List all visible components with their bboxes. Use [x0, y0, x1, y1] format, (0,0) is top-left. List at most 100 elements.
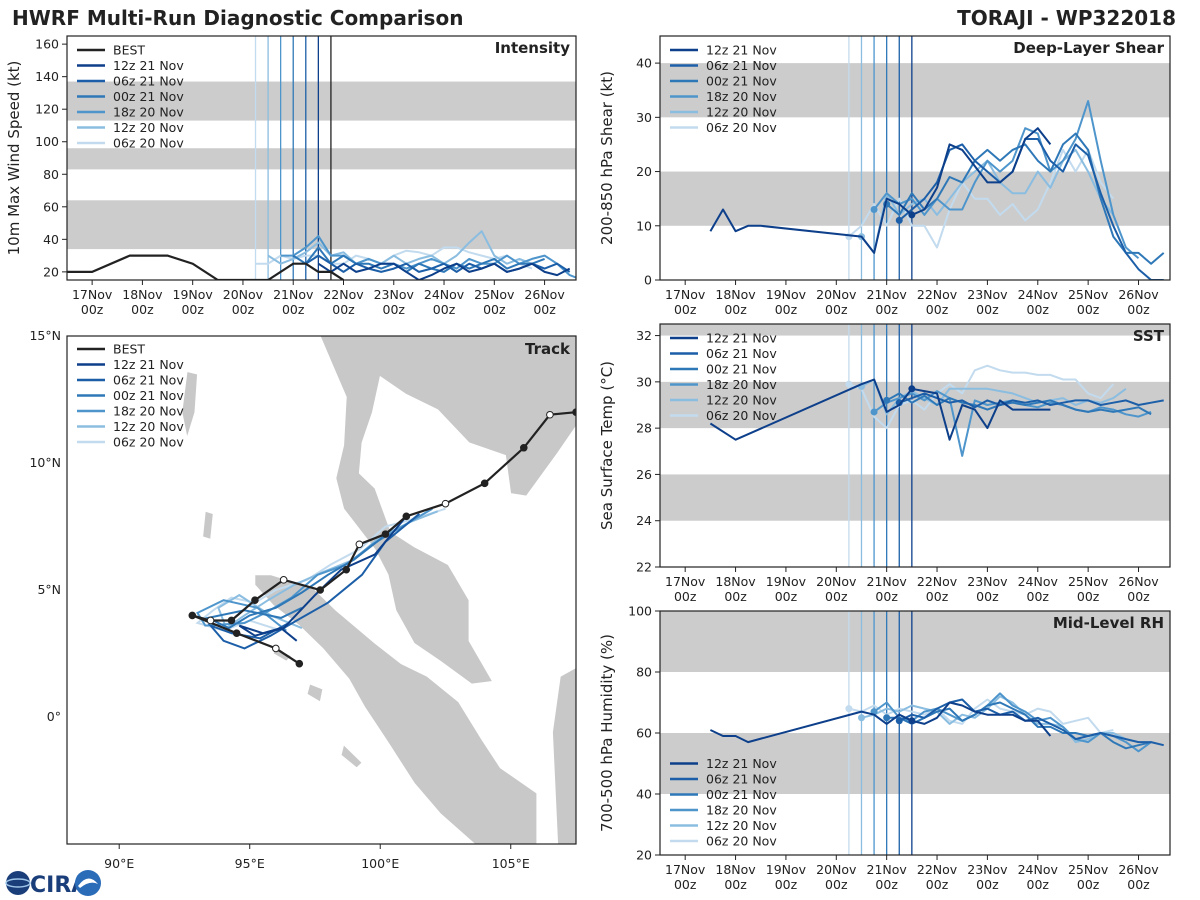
x-tick-day: 21Nov [273, 287, 314, 302]
x-tick-hour: 00z [1027, 589, 1050, 604]
x-tick-hour: 00z [674, 589, 697, 604]
shaded-band [67, 81, 576, 121]
x-tick-day: 23Nov [967, 287, 1008, 302]
plot-frame [66, 35, 577, 281]
init-marker [883, 714, 891, 722]
y-tick-label: 60 [43, 199, 59, 214]
x-tick-hour: 00z [131, 302, 154, 317]
legend-label: 18z 20 Nov [113, 105, 184, 120]
x-tick-day: 20Nov [816, 862, 857, 877]
y-tick-label: 28 [636, 421, 652, 436]
legend-label: 12z 21 Nov [113, 58, 184, 73]
lat-tick-label: 5°N [37, 582, 61, 597]
series-line-00z-21-nov [292, 246, 545, 273]
series-line-00z-21-nov [886, 392, 1152, 416]
legend-label: 06z 20 Nov [706, 408, 777, 423]
x-tick-day: 18Nov [715, 287, 756, 302]
x-tick-hour: 00z [674, 302, 697, 317]
best-track-line [191, 411, 576, 665]
x-tick-day: 25Nov [1068, 287, 1109, 302]
y-axis-label: Sea Surface Temp (°C) [598, 361, 616, 530]
x-tick-day: 18Nov [715, 574, 756, 589]
init-marker [895, 717, 903, 725]
x-tick-day: 26Nov [1118, 574, 1159, 589]
x-tick-hour: 00z [1127, 877, 1150, 892]
y-tick-label: 24 [636, 513, 652, 528]
lon-tick-label: 95°E [235, 856, 265, 871]
land-mass [340, 744, 363, 769]
panel-shear: 01020304017Nov00z18Nov00z19Nov00z20Nov00… [598, 35, 1171, 317]
legend-label: 18z 20 Nov [706, 89, 777, 104]
plot-area [660, 36, 1170, 280]
panel-title: Track [525, 340, 571, 358]
y-tick-label: 40 [43, 232, 59, 247]
init-marker [908, 385, 916, 393]
legend-label: 06z 20 Nov [706, 120, 777, 135]
legend-label: 12z 21 Nov [706, 756, 777, 771]
cira-logo: CIRA [5, 870, 101, 898]
legend-label: 06z 21 Nov [113, 74, 184, 89]
x-tick-day: 20Nov [223, 287, 264, 302]
legend-label: BEST [113, 342, 145, 357]
series-line-12z-21-nov [709, 378, 1051, 441]
series-line-12z-20-nov [861, 378, 1127, 416]
legend-label: 12z 20 Nov [113, 120, 184, 135]
plot-area [67, 36, 576, 280]
legend-label: 00z 21 Nov [113, 388, 184, 403]
series-line-06z-20-nov [848, 148, 1115, 249]
x-tick-hour: 00z [724, 302, 747, 317]
x-tick-hour: 00z [181, 302, 204, 317]
panel-intensity: 2040608010012014016017Nov00z18Nov00z19No… [5, 35, 577, 317]
panel-rh: 2040608010017Nov00z18Nov00z19Nov00z20Nov… [598, 604, 1171, 892]
x-tick-hour: 00z [724, 877, 747, 892]
lon-tick-label: 105°E [492, 856, 530, 871]
x-tick-hour: 00z [825, 589, 848, 604]
x-tick-day: 24Nov [1018, 574, 1059, 589]
x-tick-hour: 00z [533, 302, 556, 317]
y-axis-label: 700-500 hPa Humidity (%) [598, 634, 616, 832]
x-tick-day: 23Nov [967, 862, 1008, 877]
x-tick-hour: 00z [282, 302, 305, 317]
map-area [181, 336, 576, 844]
legend-label: 06z 21 Nov [706, 58, 777, 73]
series-line-12z-21-nov [709, 701, 1052, 744]
init-marker [895, 399, 903, 407]
x-tick-hour: 00z [1127, 589, 1150, 604]
best-track-point [355, 540, 364, 549]
y-tick-label: 0 [644, 273, 652, 288]
y-tick-label: 40 [636, 56, 652, 71]
x-tick-day: 23Nov [374, 287, 415, 302]
best-track-point [342, 565, 351, 574]
x-tick-hour: 00z [926, 877, 949, 892]
legend-label: 12z 21 Nov [113, 357, 184, 372]
lat-tick-label: 15°N [29, 328, 61, 343]
y-tick-label: 20 [43, 264, 59, 279]
lon-tick-label: 90°E [104, 856, 134, 871]
legend-label: 06z 20 Nov [113, 435, 184, 450]
x-tick-day: 26Nov [1118, 287, 1159, 302]
y-tick-label: 20 [636, 164, 652, 179]
legend-label: 12z 21 Nov [706, 43, 777, 58]
x-tick-day: 24Nov [424, 287, 465, 302]
legend-label: 00z 21 Nov [113, 89, 184, 104]
best-track-point [316, 586, 324, 594]
legend-label: 00z 21 Nov [706, 74, 777, 89]
figure-title: HWRF Multi-Run Diagnostic Comparison [12, 6, 463, 30]
panel-title: Intensity [495, 39, 571, 57]
y-tick-label: 80 [43, 167, 59, 182]
x-tick-day: 26Nov [524, 287, 565, 302]
x-tick-day: 22Nov [917, 287, 958, 302]
y-tick-label: 140 [35, 69, 59, 84]
series-line-00z-21-nov [886, 701, 1152, 750]
y-tick-label: 10 [636, 218, 652, 233]
best-track-point [480, 479, 489, 488]
x-tick-hour: 00z [1077, 302, 1100, 317]
series-line-00z-21-nov [886, 132, 1165, 265]
x-tick-hour: 00z [875, 302, 898, 317]
series-line-06z-20-nov [848, 364, 1115, 430]
legend-label: 18z 20 Nov [113, 404, 184, 419]
panel-track: 90°E 95°E 100°E 105°E 0° 5°N 10°N 15°N Track BEST… [29, 328, 577, 871]
